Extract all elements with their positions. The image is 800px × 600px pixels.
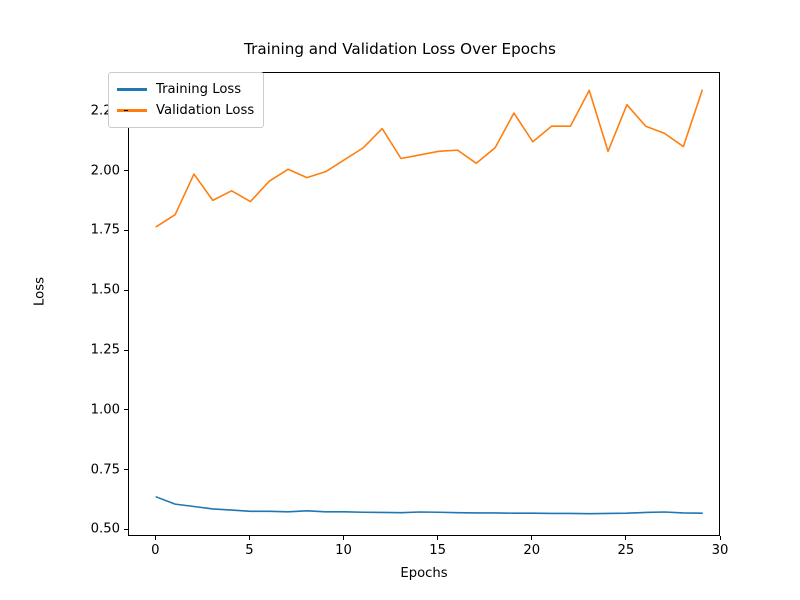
- x-tick-mark: [437, 536, 439, 540]
- x-tick-mark: [154, 536, 156, 540]
- legend-entry-training-loss: Training Loss: [117, 79, 254, 100]
- y-tick-label: 2.00: [90, 163, 120, 179]
- y-axis-tick-labels: 0.50 0.75 1.00 1.25 1.50 1.75 2.00 2.25: [56, 0, 120, 600]
- y-tick-mark: [124, 110, 128, 112]
- series-line-validation-loss: [155, 89, 703, 228]
- y-tick-mark: [124, 170, 128, 172]
- legend-entry-validation-loss: Validation Loss: [117, 100, 254, 121]
- series-line-training-loss: [155, 496, 703, 515]
- y-tick-label: 1.75: [90, 222, 120, 238]
- y-tick-mark: [124, 469, 128, 471]
- y-tick-mark: [124, 349, 128, 351]
- y-axis-label: Loss: [32, 277, 48, 306]
- y-tick-label: 1.00: [90, 402, 120, 418]
- x-tick-label: 30: [711, 543, 729, 558]
- y-tick-mark: [124, 409, 128, 411]
- y-tick-label: 0.75: [90, 462, 120, 478]
- legend-swatch-validation-loss: [117, 109, 147, 112]
- x-tick-label: 5: [245, 543, 254, 558]
- x-tick-label: 20: [523, 543, 541, 558]
- plot-canvas: [155, 89, 703, 515]
- x-tick-mark: [719, 536, 721, 540]
- x-tick-label: 25: [617, 543, 635, 558]
- data-series-group: [155, 89, 703, 515]
- legend-swatch-training-loss: [117, 88, 147, 91]
- x-tick-label: 15: [429, 543, 447, 558]
- x-tick-mark: [248, 536, 250, 540]
- legend-label-validation-loss: Validation Loss: [156, 103, 255, 118]
- chart-title: Training and Validation Loss Over Epochs: [244, 40, 556, 58]
- y-tick-label: 0.50: [90, 521, 120, 537]
- x-tick-label: 0: [151, 543, 160, 558]
- x-tick-label: 10: [335, 543, 352, 558]
- y-tick-label: 1.25: [90, 342, 120, 358]
- y-tick-mark: [124, 289, 128, 291]
- y-tick-label: 1.50: [90, 282, 120, 298]
- x-tick-mark: [625, 536, 627, 540]
- x-tick-mark: [343, 536, 345, 540]
- x-axis-label: Epochs: [400, 566, 448, 581]
- legend-label-training-loss: Training Loss: [156, 82, 242, 97]
- y-tick-mark: [124, 528, 128, 531]
- y-tick-mark: [124, 229, 128, 232]
- plot-axes: [128, 72, 720, 536]
- chart-legend: Training Loss Validation Loss: [108, 72, 265, 128]
- x-tick-mark: [531, 536, 533, 540]
